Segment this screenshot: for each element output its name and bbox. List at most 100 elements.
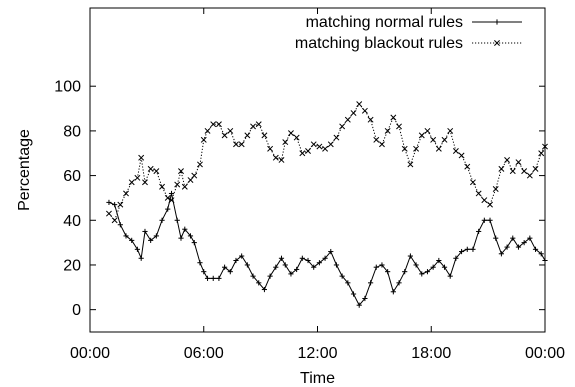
cross-marker-b xyxy=(526,172,533,179)
legend-marker-blackout xyxy=(494,40,500,46)
data-point xyxy=(106,199,112,205)
cross-marker-b xyxy=(435,145,442,152)
cross-marker-b xyxy=(244,132,251,139)
data-point xyxy=(542,257,548,264)
data-point xyxy=(222,264,228,270)
cross-marker-b xyxy=(373,136,380,143)
cross-marker-b xyxy=(418,132,425,139)
data-point xyxy=(288,130,294,137)
data-point xyxy=(273,264,279,270)
data-point xyxy=(128,179,135,186)
y-tick-label: 100 xyxy=(54,79,81,96)
cross-marker-b xyxy=(441,136,448,143)
data-point xyxy=(305,148,311,154)
cross-marker-b xyxy=(487,201,493,208)
cross-marker-b xyxy=(464,163,471,170)
data-point xyxy=(197,161,203,168)
data-point xyxy=(299,255,305,261)
cross-marker-b xyxy=(164,194,171,201)
data-point xyxy=(470,246,476,252)
data-point xyxy=(182,226,188,232)
data-point xyxy=(165,206,171,212)
cross-marker-b xyxy=(492,186,499,192)
data-point xyxy=(470,179,476,186)
data-point xyxy=(272,154,279,161)
cross-marker-b xyxy=(333,134,340,141)
data-point xyxy=(227,127,234,134)
cross-marker-b xyxy=(159,183,165,190)
y-tick-label: 60 xyxy=(63,168,81,185)
data-point xyxy=(384,127,391,134)
cross-marker-b xyxy=(407,161,414,168)
data-point xyxy=(361,107,368,114)
x-tick-label: 12:00 xyxy=(297,345,337,362)
data-point xyxy=(187,233,194,239)
cross-marker-b xyxy=(200,136,207,143)
data-point xyxy=(123,190,129,197)
data-point xyxy=(504,156,511,163)
cross-marker-b xyxy=(494,40,500,46)
x-tick-label: 00:00 xyxy=(70,345,110,362)
cross-marker-b xyxy=(458,152,465,159)
cross-marker-b xyxy=(396,123,402,130)
cross-marker-b xyxy=(267,145,274,152)
legend-label-blackout: matching blackout rules xyxy=(295,35,463,52)
data-point xyxy=(333,134,340,141)
data-point xyxy=(350,110,357,116)
data-point xyxy=(345,280,351,286)
legend: matching normal rules matching blackout … xyxy=(295,14,522,52)
cross-marker-b xyxy=(475,190,482,197)
data-point xyxy=(288,271,294,277)
cross-marker-b xyxy=(123,190,129,197)
data-point xyxy=(538,251,544,257)
cross-marker-b xyxy=(282,139,289,146)
cross-marker-b xyxy=(413,145,420,152)
cross-marker-b xyxy=(111,217,118,224)
cross-marker-b xyxy=(138,154,145,161)
data-point xyxy=(299,150,306,157)
cross-marker-b xyxy=(344,116,351,123)
data-point xyxy=(112,202,118,208)
cross-marker-b xyxy=(310,141,317,148)
data-point xyxy=(267,145,274,152)
data-point xyxy=(510,235,516,241)
data-point xyxy=(373,136,380,143)
data-point xyxy=(134,174,141,181)
cross-marker-b xyxy=(178,168,184,175)
data-point xyxy=(453,255,459,261)
data-point xyxy=(216,275,222,281)
cross-marker-b xyxy=(250,123,256,130)
series-layer xyxy=(106,101,548,308)
y-tick-label: 40 xyxy=(63,213,81,230)
data-point xyxy=(204,275,211,281)
cross-marker-b xyxy=(521,168,528,175)
x-tick-label: 06:00 xyxy=(184,345,224,362)
data-point xyxy=(464,246,470,252)
data-point xyxy=(333,262,340,268)
data-point xyxy=(322,255,328,261)
cross-marker-b xyxy=(509,168,516,175)
data-point xyxy=(492,186,499,192)
cross-marker-b xyxy=(168,197,175,204)
data-point xyxy=(475,190,482,197)
data-point xyxy=(430,136,437,143)
data-point xyxy=(106,210,112,217)
data-point xyxy=(267,273,273,279)
data-point xyxy=(362,295,368,302)
cross-marker-b xyxy=(542,143,548,150)
cross-marker-b xyxy=(390,114,397,121)
data-point xyxy=(278,156,285,163)
data-point xyxy=(178,235,184,241)
data-point xyxy=(117,201,124,208)
data-point xyxy=(256,280,262,286)
cross-marker-b xyxy=(238,141,245,148)
data-point xyxy=(458,152,465,159)
cross-marker-b xyxy=(181,183,188,190)
cross-marker-b xyxy=(481,197,488,204)
data-point xyxy=(255,121,262,128)
data-point xyxy=(233,257,239,264)
legend-markers xyxy=(494,19,500,46)
data-point xyxy=(413,145,420,152)
data-point xyxy=(201,269,207,275)
data-point xyxy=(481,197,488,204)
